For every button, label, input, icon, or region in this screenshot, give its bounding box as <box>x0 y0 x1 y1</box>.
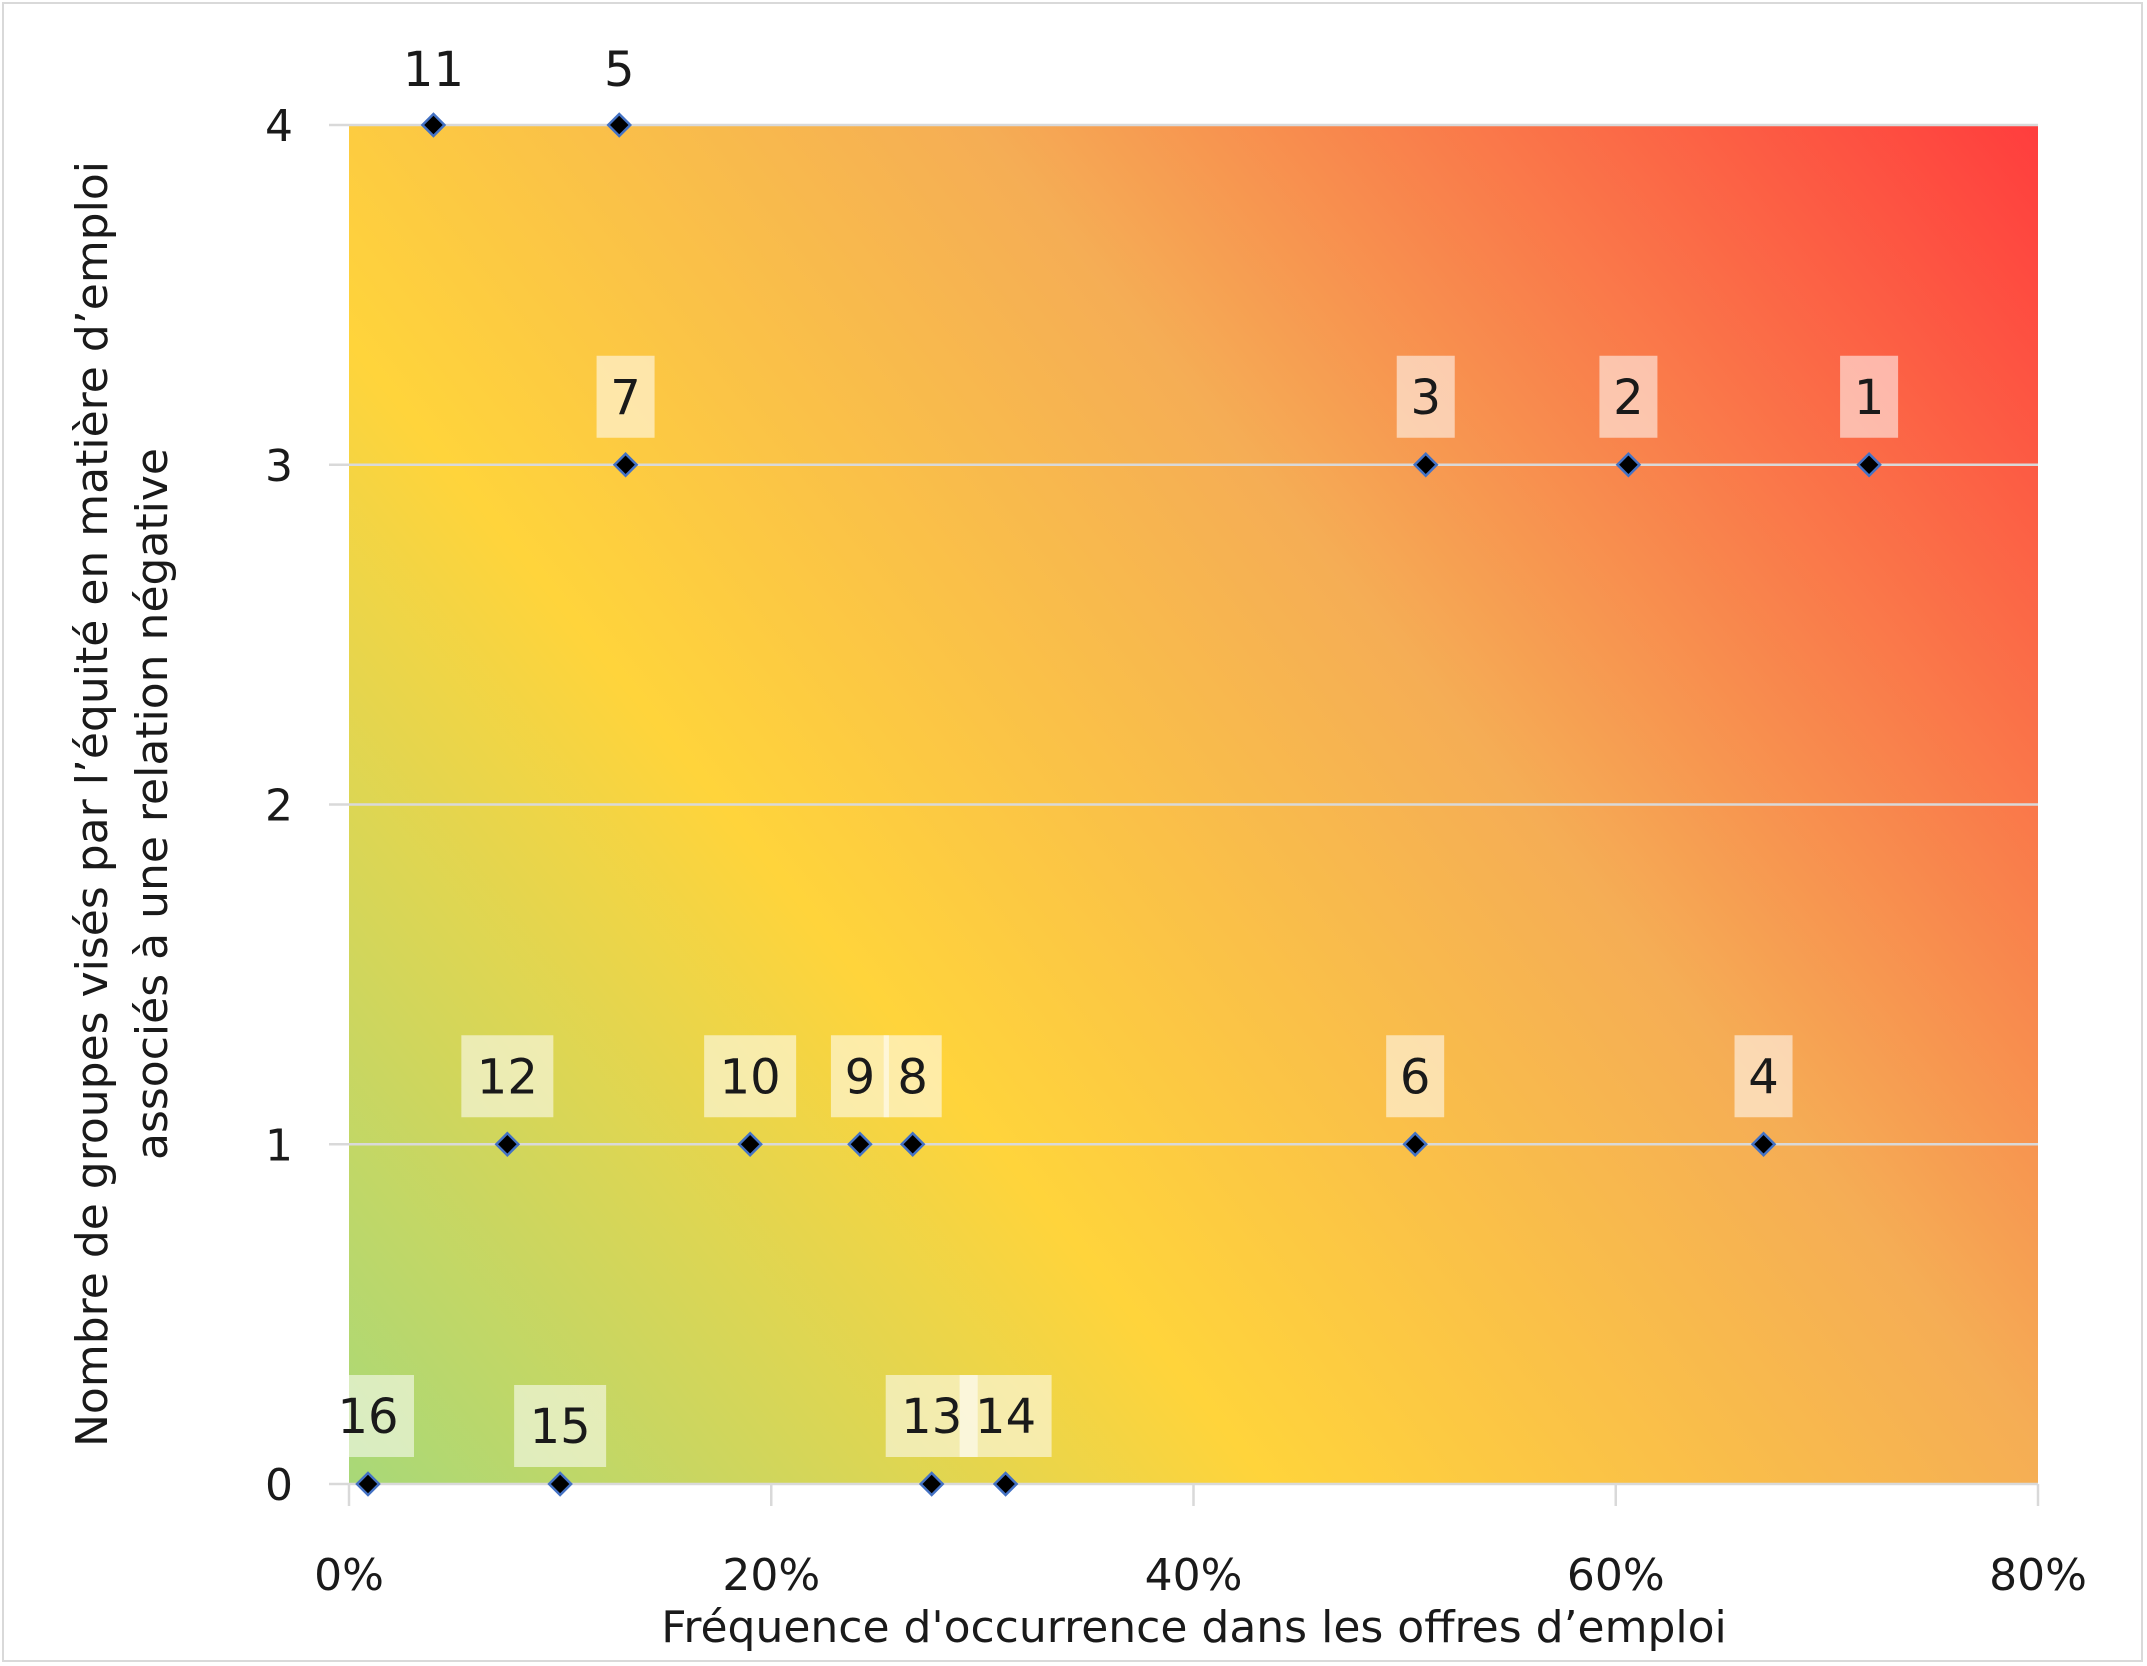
point-label-box <box>830 1035 889 1118</box>
data-point-marker <box>847 1131 873 1158</box>
point-label-box <box>883 1035 942 1118</box>
x-tick-label: 20% <box>722 1550 820 1601</box>
point-label: 9 <box>845 1049 876 1105</box>
point-label-box <box>322 1375 415 1457</box>
y-axis-title-line-1: Nombre de groupes visés par l’équité en … <box>67 161 118 1447</box>
y-tick-label: 1 <box>265 1120 293 1171</box>
y-tick-label: 0 <box>265 1460 293 1511</box>
point-label: 11 <box>403 42 464 98</box>
point-label: 8 <box>897 1049 928 1105</box>
point-label: 6 <box>1400 1049 1431 1105</box>
point-label: 13 <box>901 1389 962 1445</box>
point-label: 12 <box>477 1049 538 1105</box>
data-point-marker <box>899 1131 926 1158</box>
point-label-box <box>1734 1035 1793 1118</box>
point-label: 7 <box>610 370 641 426</box>
point-label: 4 <box>1748 1049 1779 1105</box>
x-tick-label: 80% <box>1989 1550 2087 1601</box>
point-label-box <box>1599 355 1658 438</box>
y-axis-title-line-2: associés à une relation négative <box>127 448 178 1160</box>
data-point-marker <box>420 112 447 138</box>
data-point-marker <box>1402 1131 1428 1158</box>
axes <box>329 123 2040 1506</box>
point-label: 14 <box>975 1389 1036 1445</box>
data-point-marker <box>547 1471 573 1497</box>
data-point-marker <box>606 112 633 138</box>
data-point-marker <box>1412 451 1439 478</box>
data-point-marker <box>918 1471 945 1497</box>
x-tick-label: 60% <box>1567 1550 1665 1601</box>
point-label-box <box>1386 1035 1445 1118</box>
point-label-box <box>514 1385 607 1467</box>
point-label: 3 <box>1410 370 1441 426</box>
point-label: 2 <box>1613 370 1644 426</box>
y-tick-label: 2 <box>265 781 293 832</box>
x-axis-title: Fréquence d'occurrence dans les offres d… <box>661 1602 1727 1653</box>
point-label-box <box>704 1035 797 1118</box>
data-point-marker <box>1615 451 1642 478</box>
point-markers <box>355 112 1882 1497</box>
point-label-box <box>1396 355 1455 438</box>
y-tick-label: 3 <box>265 441 293 492</box>
point-label: 10 <box>720 1049 781 1105</box>
point-label: 1 <box>1854 370 1885 426</box>
y-tick-label: 4 <box>265 101 293 152</box>
data-point-marker <box>612 451 639 478</box>
point-label-box <box>959 1375 1052 1457</box>
x-tick-label: 0% <box>314 1550 384 1601</box>
data-point-marker <box>737 1131 763 1158</box>
point-label: 15 <box>530 1399 591 1455</box>
y-axis-title: Nombre de groupes visés par l’équité en … <box>67 161 178 1447</box>
point-label-box <box>1840 355 1899 438</box>
data-point-marker <box>355 1471 381 1497</box>
point-label-box <box>596 355 655 438</box>
point-label: 5 <box>604 42 635 98</box>
data-point-marker <box>1750 1131 1777 1158</box>
data-point-marker <box>992 1471 1019 1497</box>
data-point-marker <box>1856 451 1882 478</box>
x-tick-label: 40% <box>1145 1550 1243 1601</box>
data-point-marker <box>494 1131 521 1158</box>
point-label-box <box>461 1035 554 1118</box>
point-label: 16 <box>337 1389 398 1445</box>
